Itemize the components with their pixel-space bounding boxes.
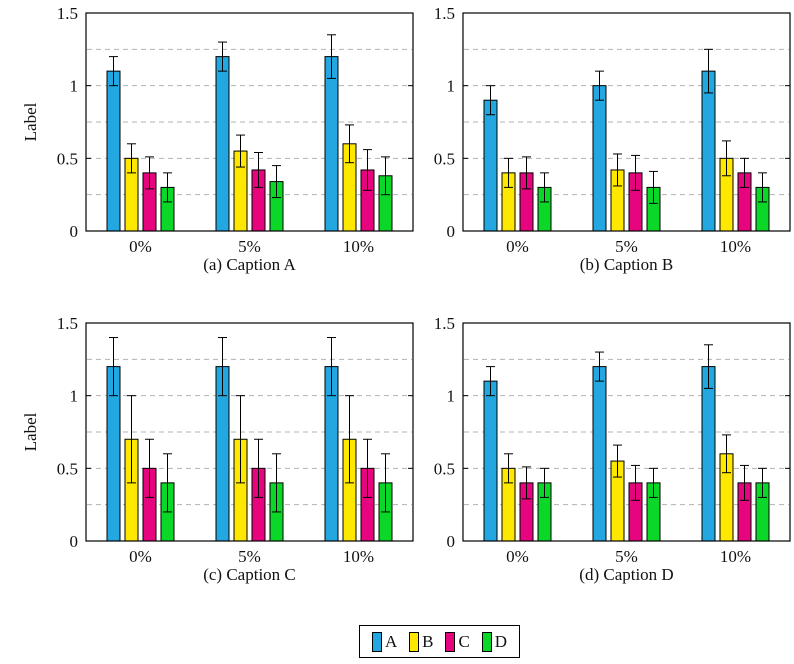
x-tick-label: 0%: [506, 547, 529, 566]
legend-box: A B C D: [359, 625, 520, 658]
bar-A-10%: [324, 56, 339, 232]
subplot-d-chart: 0 0.5 1 1.5 0% 5% 10%: [434, 314, 791, 566]
y-tick-label: 1: [447, 77, 456, 96]
plot-frame: [85, 322, 414, 542]
y-tick-label: 1: [447, 387, 456, 406]
subplot-c-caption: (c) Caption C: [203, 565, 296, 584]
x-tick-label: 10%: [720, 547, 751, 566]
y-tick-label: 0: [447, 532, 456, 551]
legend-entry-a: A: [371, 631, 398, 652]
y-tick-label: 0.5: [434, 459, 455, 478]
plot-frame: [462, 12, 791, 232]
subplot-b-chart: 0 0.5 1 1.5 0% 5% 10%: [434, 4, 791, 256]
legend-label-a: A: [384, 631, 398, 651]
legend-swatch-d: [481, 631, 492, 652]
x-tick-label: 0%: [506, 237, 529, 256]
x-tick-label: 5%: [615, 547, 638, 566]
y-tick-label: 0.5: [434, 149, 455, 168]
subplot-a-chart: 0 0.5 1 1.5 0% 5% 10%: [57, 4, 414, 256]
subplot-d-caption: (d) Caption D: [579, 565, 674, 584]
legend-swatch-b: [409, 631, 420, 652]
subplot-b-caption: (b) Caption B: [579, 255, 674, 274]
y-tick-label: 1.5: [434, 4, 455, 23]
bar-A-5%: [592, 366, 607, 542]
y-tick-label: 1: [70, 77, 79, 96]
legend-label-c: C: [458, 631, 470, 651]
bar-A-0%: [483, 99, 498, 232]
x-tick-label: 0%: [129, 547, 152, 566]
y-tick-label: 1.5: [57, 314, 78, 333]
y-tick-label: 0.5: [57, 149, 78, 168]
y-tick-label: 1.5: [434, 314, 455, 333]
bar-A-10%: [701, 366, 716, 542]
y-tick-label: 1.5: [57, 4, 78, 23]
x-tick-label: 10%: [343, 237, 374, 256]
x-tick-label: 5%: [615, 237, 638, 256]
legend-swatch-a: [371, 631, 382, 652]
bar-A-0%: [483, 380, 498, 542]
plot-frame: [85, 12, 414, 232]
legend-entry-b: B: [409, 631, 434, 652]
bar-A-5%: [592, 85, 607, 232]
y-tick-label: 0: [70, 532, 79, 551]
y-tick-label: 1: [70, 387, 79, 406]
y-tick-label: 0.5: [57, 459, 78, 478]
x-tick-label: 10%: [720, 237, 751, 256]
x-tick-label: 5%: [238, 547, 261, 566]
legend-swatch-c: [445, 631, 456, 652]
bar-A-0%: [106, 70, 121, 232]
y-tick-label: 0: [447, 222, 456, 241]
y-tick-label: 0: [70, 222, 79, 241]
legend-label-d: D: [494, 631, 507, 651]
legend-entry-d: D: [481, 631, 507, 652]
x-tick-label: 10%: [343, 547, 374, 566]
bar-A-5%: [215, 56, 230, 232]
plot-frame: [462, 322, 791, 542]
subplot-a-caption: (a) Caption A: [203, 255, 296, 274]
subplot-c-chart: 0 0.5 1 1.5 0% 5% 10%: [57, 314, 414, 566]
legend-entry-c: C: [445, 631, 470, 652]
x-tick-label: 0%: [129, 237, 152, 256]
x-tick-label: 5%: [238, 237, 261, 256]
bar-A-10%: [701, 70, 716, 232]
legend-label-b: B: [422, 631, 434, 651]
